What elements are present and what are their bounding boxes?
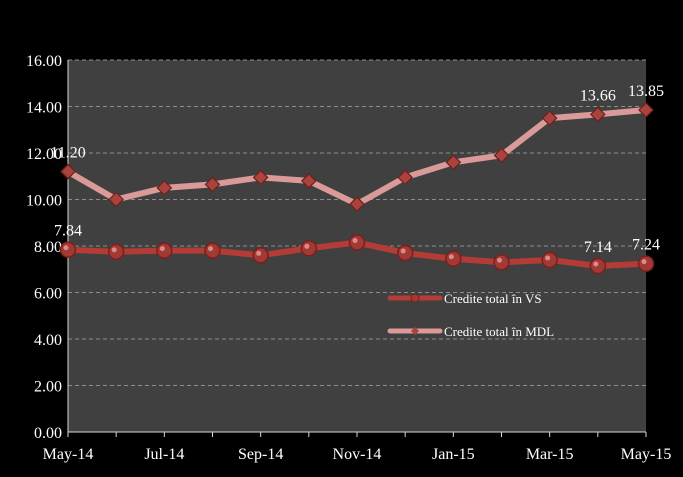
data-point — [637, 255, 655, 272]
data-point — [107, 243, 125, 261]
y-tick-label: 6.00 — [34, 286, 62, 303]
series — [59, 102, 655, 275]
y-tick-label: 14.00 — [26, 100, 62, 117]
legend-label: Credite total în VS — [444, 291, 542, 306]
x-tick-label: May-15 — [621, 446, 672, 463]
data-label: 11.20 — [50, 145, 85, 162]
data-point-highlight — [545, 255, 551, 261]
x-tick-label: Nov-14 — [333, 446, 382, 463]
y-tick-label: 0.00 — [34, 425, 62, 442]
data-point-highlight — [641, 259, 647, 265]
data-point-highlight — [448, 254, 454, 260]
data-point — [300, 240, 318, 257]
data-point-highlight — [497, 257, 502, 263]
data-labels: 7.84 7.14 7.24 11.20 13.66 13.85 — [50, 83, 664, 256]
data-point — [589, 106, 606, 123]
data-point — [445, 154, 462, 171]
data-point-highlight — [159, 246, 165, 252]
legend: Credite total în VS Credite total în MDL — [387, 291, 554, 339]
axes: 0.00 2.00 4.00 6.00 8.00 10.00 12.00 14.00 16.00… — [26, 53, 671, 463]
data-point — [156, 180, 173, 196]
data-point — [300, 173, 317, 189]
data-point — [541, 110, 558, 126]
x-tick-label: Mar-15 — [526, 446, 574, 463]
data-point — [397, 169, 414, 186]
legend-marker — [410, 293, 420, 303]
data-point — [589, 257, 607, 275]
x-tick-label: Sep-14 — [238, 446, 283, 463]
data-point-highlight — [63, 245, 69, 251]
data-point-highlight — [593, 261, 599, 267]
data-point — [60, 163, 76, 180]
data-label: 7.14 — [584, 239, 612, 256]
data-point — [638, 102, 654, 118]
data-point-highlight — [304, 243, 310, 249]
data-point-highlight — [400, 248, 406, 254]
data-point — [396, 244, 414, 262]
y-tick-label: 8.00 — [34, 239, 62, 256]
data-label: 7.24 — [632, 237, 660, 254]
data-point — [349, 196, 365, 212]
data-point — [493, 147, 510, 164]
data-point-highlight — [352, 238, 358, 244]
data-label: 13.85 — [628, 83, 664, 100]
data-point — [541, 251, 558, 269]
data-point — [252, 247, 269, 264]
x-tick-label: Jan-15 — [432, 446, 475, 463]
data-point-highlight — [256, 250, 262, 256]
data-point-highlight — [208, 246, 213, 252]
data-point-highlight — [111, 247, 117, 253]
data-label: 7.84 — [54, 223, 82, 240]
legend-marker — [411, 327, 419, 335]
y-tick-label: 4.00 — [34, 332, 62, 349]
y-tick-label: 10.00 — [26, 193, 62, 210]
y-tick-label: 2.00 — [34, 379, 62, 396]
data-point — [59, 241, 77, 258]
legend-label: Credite total în MDL — [444, 324, 554, 339]
data-point — [204, 242, 221, 259]
y-tick-label: 12.00 — [26, 146, 62, 163]
x-tick-label: May-14 — [43, 446, 94, 463]
data-point — [252, 169, 269, 186]
y-tick-label: 16.00 — [26, 53, 62, 70]
data-point — [108, 191, 125, 208]
data-point — [445, 250, 462, 268]
data-label: 13.66 — [580, 87, 616, 104]
data-point — [348, 234, 366, 251]
x-tick-label: Jul-14 — [144, 446, 184, 463]
data-point — [493, 254, 510, 271]
data-point — [156, 242, 173, 259]
data-point — [204, 176, 221, 193]
